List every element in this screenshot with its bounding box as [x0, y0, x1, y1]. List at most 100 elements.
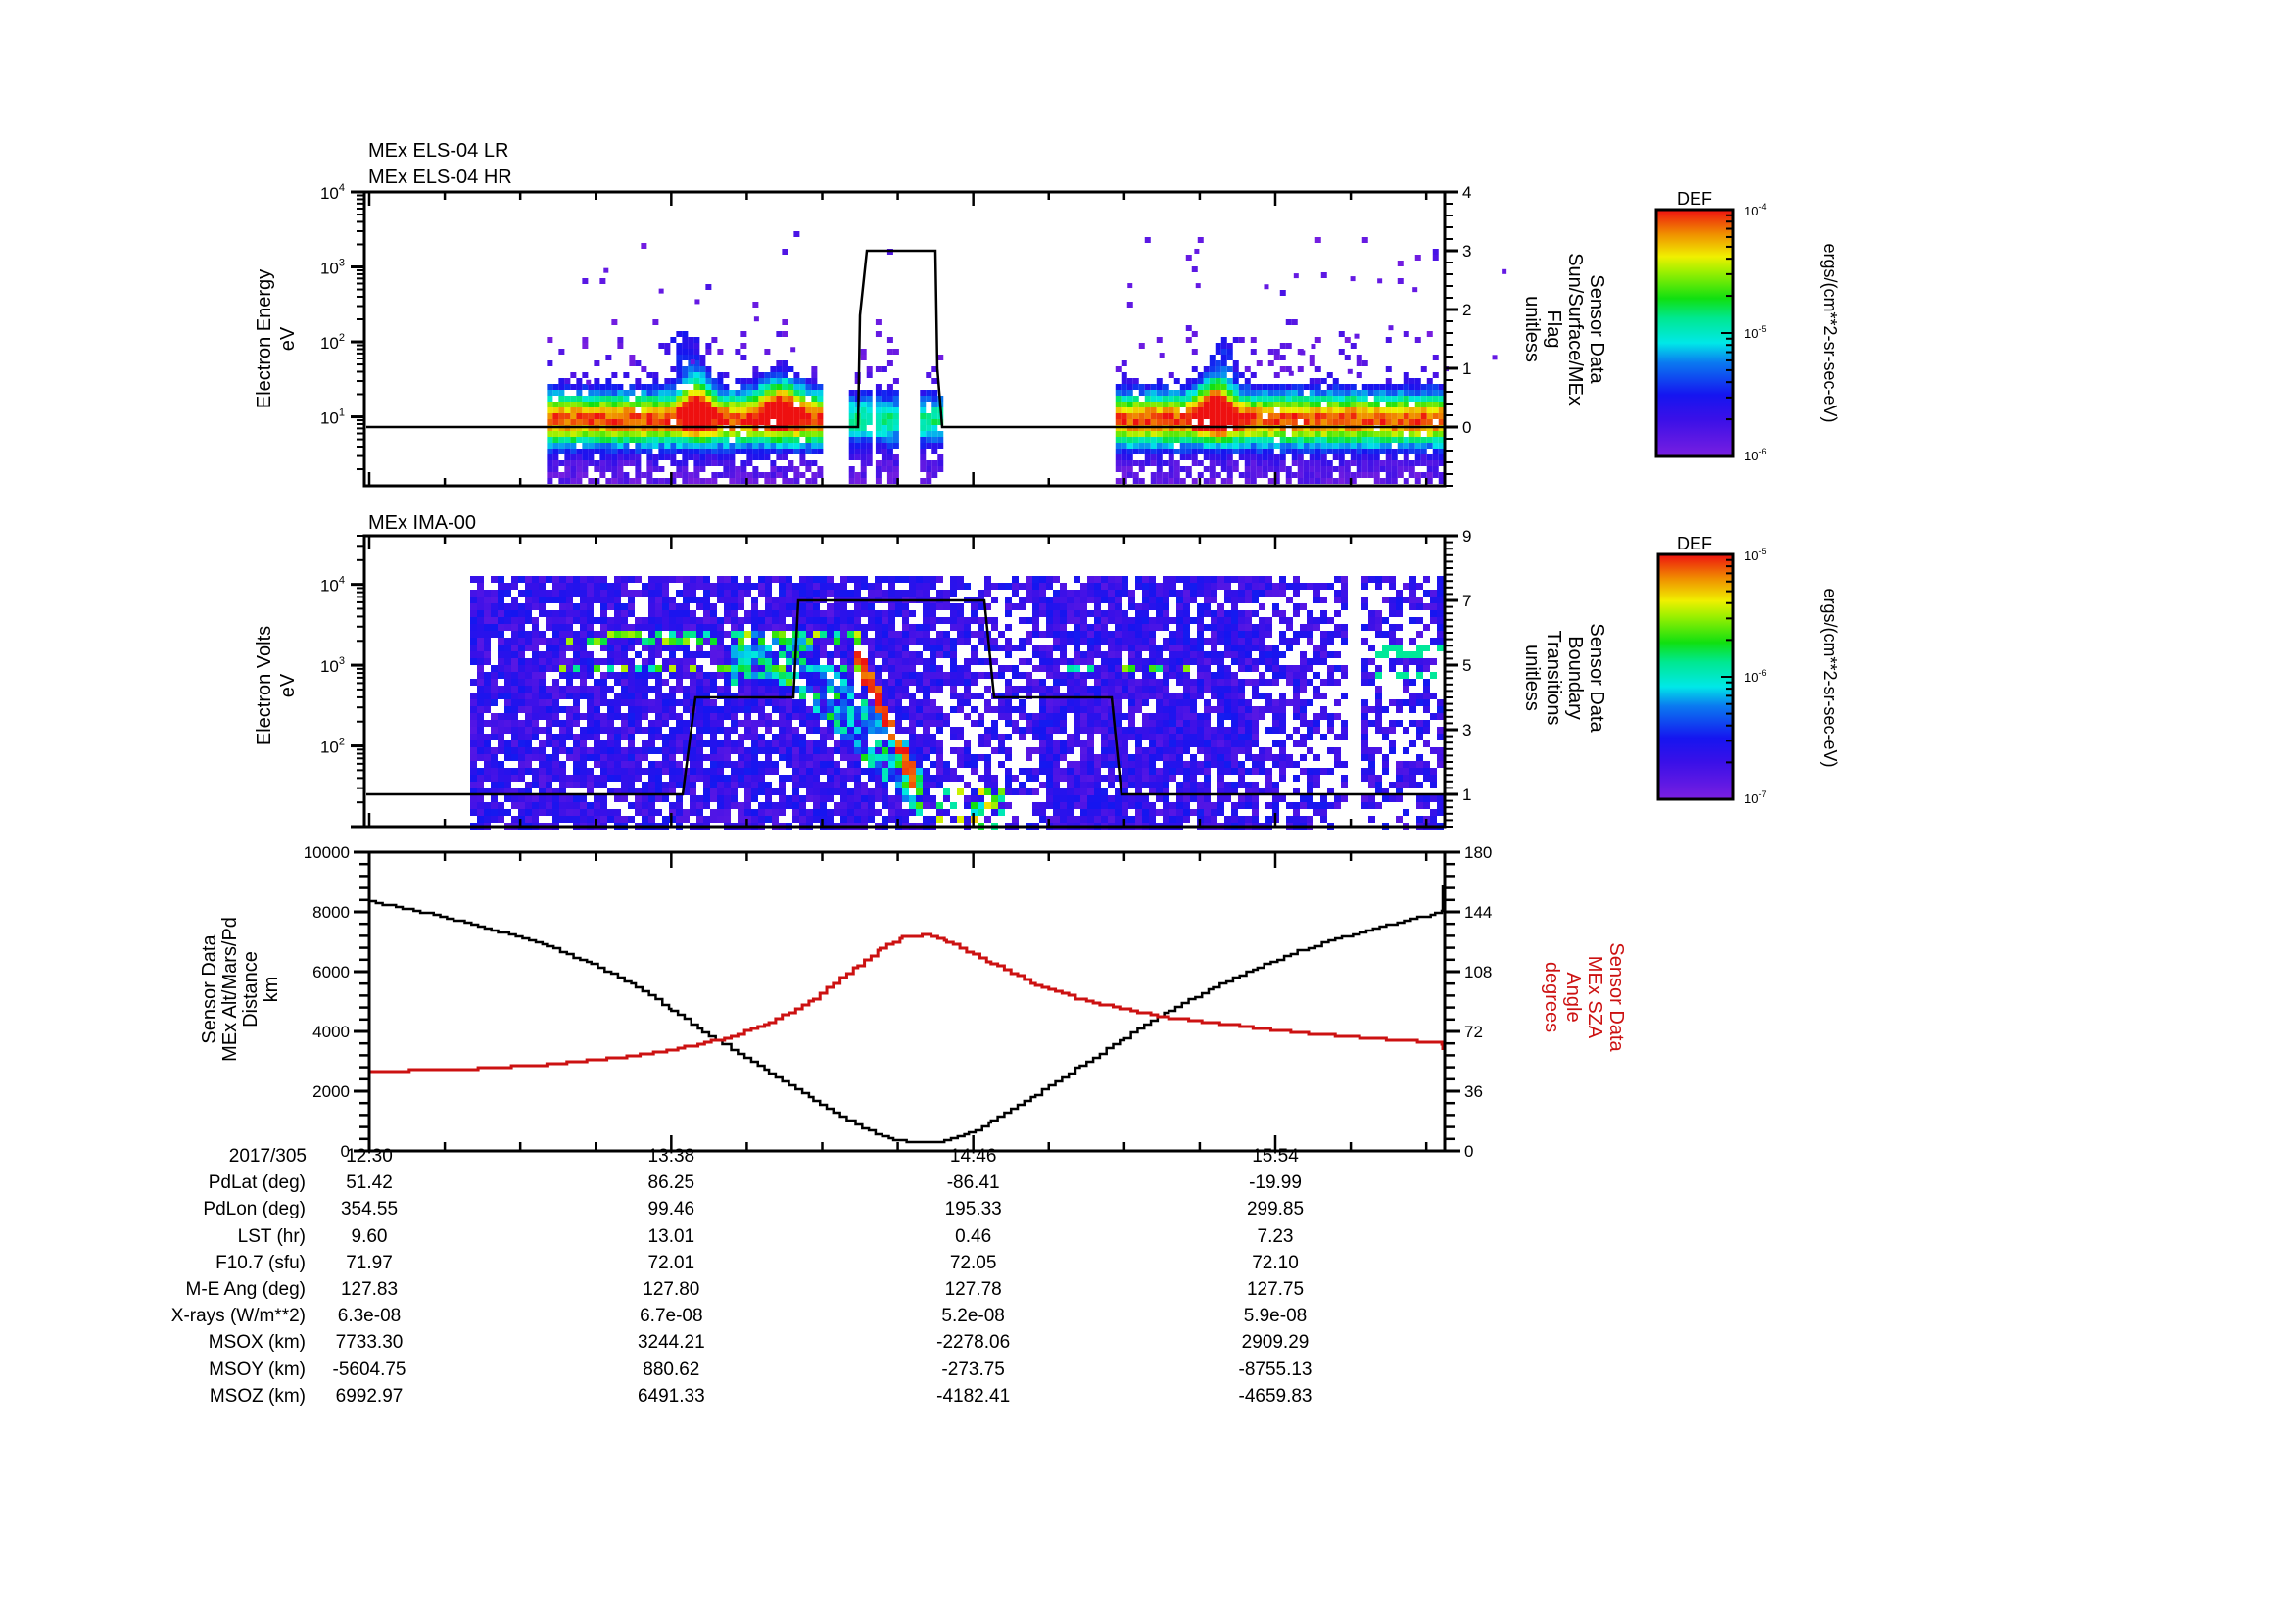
els-y2label-line4: unitless	[1521, 296, 1543, 362]
ima-colorbar-mid: 10-6	[1744, 668, 1766, 685]
table-cell: -5604.75	[332, 1360, 406, 1381]
sza-line	[369, 934, 1443, 1072]
table-cell: -273.75	[941, 1360, 1004, 1381]
table-cell: 127.80	[643, 1279, 699, 1301]
table-row-label: MSOX (km)	[209, 1332, 306, 1354]
table-cell: 127.78	[945, 1279, 1002, 1301]
table-cell: 195.33	[945, 1199, 1002, 1220]
table-cell: -2278.06	[936, 1332, 1010, 1354]
ima-heatmap	[470, 576, 1444, 830]
table-cell: -4182.41	[936, 1386, 1010, 1408]
els-y2label-line1: Sensor Data	[1586, 274, 1607, 384]
orbit-ylabel-line2: MEx Alt/Mars/Pd	[219, 917, 241, 1062]
table-cell: 6.7e-08	[640, 1306, 702, 1327]
table-cell: 354.55	[341, 1199, 398, 1220]
table-row-label: F10.7 (sfu)	[215, 1253, 306, 1274]
orbit-y2label-line3: Angle	[1562, 972, 1584, 1022]
svg-text:102: 102	[320, 332, 345, 353]
table-time-1: 13:38	[648, 1146, 695, 1168]
table-cell: 6491.33	[638, 1386, 705, 1408]
table-cell: -19.99	[1249, 1172, 1302, 1194]
table-cell: 2909.29	[1242, 1332, 1310, 1354]
ima-y2label-line4: unitless	[1521, 645, 1543, 711]
orbit-y2label: Sensor Data MEx SZA Angle degrees	[1541, 942, 1627, 1052]
orbit-ylabel-line4: km	[261, 977, 282, 1003]
orbit-y2label-line4: degrees	[1541, 962, 1562, 1032]
table-cell: 72.10	[1252, 1253, 1299, 1274]
table-cell: 3244.21	[638, 1332, 705, 1354]
table-cell: -86.41	[947, 1172, 1000, 1194]
table-row-label: PdLon (deg)	[203, 1199, 306, 1220]
els-colorbar-label: DEF	[1677, 189, 1712, 209]
els-colorbar-mid: 10-5	[1744, 324, 1766, 341]
table-row-label: X-rays (W/m**2)	[171, 1306, 306, 1327]
table-cell: 13.01	[648, 1226, 695, 1248]
svg-text:104: 104	[320, 182, 345, 203]
table-cell: 127.75	[1247, 1279, 1304, 1301]
table-cell: 71.97	[346, 1253, 393, 1274]
table-cell: -8755.13	[1238, 1360, 1312, 1381]
table-cell: 6.3e-08	[338, 1306, 401, 1327]
ima-y2label-line2: Boundary	[1564, 636, 1586, 720]
table-row-label: PdLat (deg)	[209, 1172, 306, 1194]
table-cell: 0.46	[955, 1226, 991, 1248]
orbit-y2label-line1: Sensor Data	[1605, 942, 1627, 1052]
els-heatmap	[547, 231, 1506, 484]
orbit-ylabel-line3: Distance	[240, 951, 262, 1027]
table-row-label: LST (hr)	[238, 1226, 306, 1248]
table-cell: 9.60	[352, 1226, 388, 1248]
els-colorbar-max: 10-4	[1744, 202, 1766, 218]
els-title-lr: MEx ELS-04 LR	[368, 140, 508, 162]
els-y2label-line2: Sun/Surface/MEx	[1564, 253, 1586, 406]
svg-text:2: 2	[1462, 301, 1471, 319]
els-colorbar: DEF 10-4 10-5 10-6 ergs/(cm**2-sr-sec-eV…	[1656, 189, 1839, 463]
ima-colorbar-units: ergs/(cm**2-sr-sec-eV)	[1820, 588, 1839, 767]
orbit-plot-frame	[369, 852, 1445, 1151]
orbit-y2label-line2: MEx SZA	[1584, 956, 1605, 1039]
svg-text:4: 4	[1462, 183, 1471, 202]
els-colorbar-min: 10-6	[1744, 447, 1766, 463]
ima-y2label: Sensor Data Boundary Transitions unitles…	[1521, 623, 1607, 733]
table-cell: 299.85	[1247, 1199, 1304, 1220]
table-cell: 5.2e-08	[941, 1306, 1004, 1327]
table-cell: 7.23	[1258, 1226, 1294, 1248]
ima-colorbar-min: 10-7	[1744, 789, 1766, 806]
els-ylabel-line1: Electron Energy	[254, 269, 275, 408]
els-title-hr: MEx ELS-04 HR	[368, 167, 512, 188]
ima-y2label-line1: Sensor Data	[1586, 623, 1607, 733]
table-cell: 51.42	[346, 1172, 393, 1194]
table-row-label: MSOY (km)	[209, 1360, 306, 1381]
table-date-label: 2017/305	[229, 1146, 307, 1168]
table-cell: 6992.97	[336, 1386, 404, 1408]
table-cell: 72.05	[950, 1253, 997, 1274]
table-cell: 99.46	[648, 1199, 695, 1220]
ima-y2label-line3: Transitions	[1543, 630, 1564, 725]
ima-ylabel-line2: eV	[277, 673, 299, 697]
table-cell: 7733.30	[336, 1332, 404, 1354]
table-time-0: 12:30	[346, 1146, 393, 1168]
ima-ylabel: Electron Volts eV	[254, 626, 299, 745]
ima-colorbar: DEF 10-5 10-6 10-7 ergs/(cm**2-sr-sec-eV…	[1658, 534, 1839, 806]
els-spectrogram-panel: MEx ELS-04 LR MEx ELS-04 HR 101102103104…	[254, 140, 1607, 486]
orbit-ylabel-line1: Sensor Data	[199, 934, 220, 1044]
table-time-3: 15:54	[1252, 1146, 1299, 1168]
table-cell: 86.25	[648, 1172, 695, 1194]
svg-text:103: 103	[320, 258, 345, 278]
table-time-2: 14:46	[950, 1146, 997, 1168]
table-row-label: MSOZ (km)	[210, 1386, 306, 1408]
table-cell: -4659.83	[1238, 1386, 1312, 1408]
svg-text:0: 0	[1462, 418, 1471, 437]
table-cell: 72.01	[648, 1253, 695, 1274]
svg-text:3: 3	[1462, 242, 1471, 261]
ima-title: MEx IMA-00	[368, 512, 476, 534]
els-y2label: Sensor Data Sun/Surface/MEx Flag unitles…	[1521, 253, 1607, 406]
table-cell: 880.62	[643, 1360, 699, 1381]
table-cell: 5.9e-08	[1244, 1306, 1307, 1327]
table-row-label: M-E Ang (deg)	[186, 1279, 307, 1301]
svg-text:1: 1	[1462, 359, 1471, 378]
ima-ylabel-line1: Electron Volts	[254, 626, 275, 745]
table-cell: 127.83	[341, 1279, 398, 1301]
